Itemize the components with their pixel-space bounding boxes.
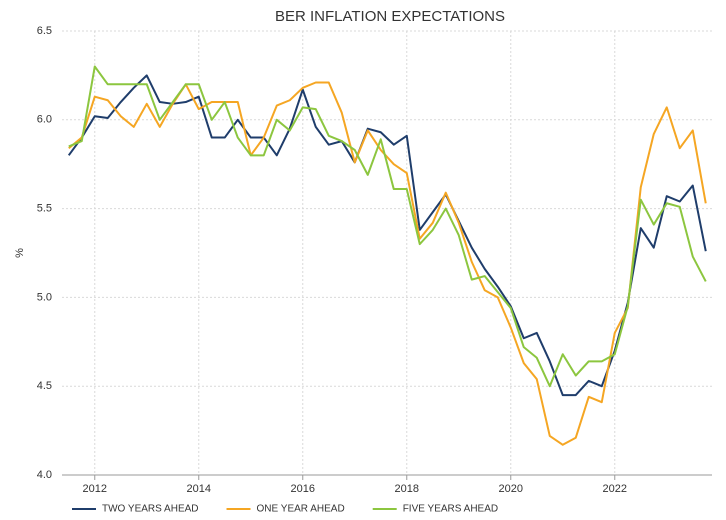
series-line <box>68 81 707 446</box>
y-axis-label: % <box>14 248 26 258</box>
series-line <box>67 74 707 397</box>
chart-title: BER INFLATION EXPECTATIONS <box>275 8 505 25</box>
y-tick-label: 4.5 <box>37 380 52 392</box>
legend-label: ONE YEAR AHEAD <box>257 504 345 515</box>
y-tick-label: 5.5 <box>37 203 52 215</box>
x-tick-label: 2014 <box>187 483 211 495</box>
x-tick-label: 2016 <box>291 483 315 495</box>
x-tick-label: 2020 <box>499 483 523 495</box>
x-tick-label: 2012 <box>83 483 107 495</box>
y-tick-label: 5.0 <box>37 291 52 303</box>
x-tick-label: 2018 <box>395 483 419 495</box>
legend-label: TWO YEARS AHEAD <box>102 504 199 515</box>
y-tick-label: 4.0 <box>37 469 52 481</box>
series-line <box>68 65 707 388</box>
legend-label: FIVE YEARS AHEAD <box>403 504 498 515</box>
x-tick-label: 2022 <box>603 483 627 495</box>
y-tick-label: 6.5 <box>37 25 52 37</box>
y-tick-label: 6.0 <box>37 114 52 126</box>
